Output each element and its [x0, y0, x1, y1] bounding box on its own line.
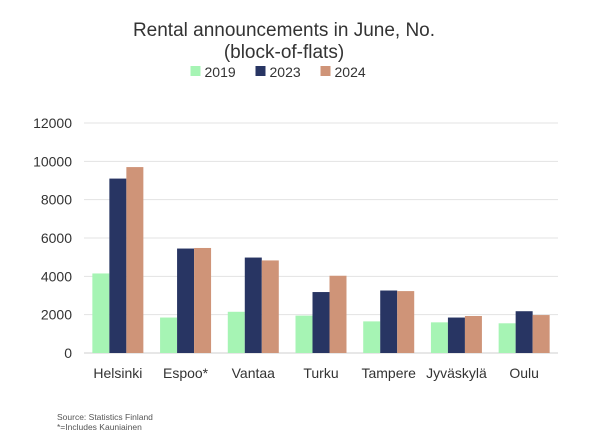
y-tick-label: 6000 [41, 230, 72, 246]
bar-2023 [447, 317, 465, 353]
y-tick-label: 4000 [41, 268, 72, 284]
bar-2024 [532, 315, 550, 353]
bar-2023 [109, 178, 127, 353]
y-tick-label: 12000 [33, 115, 72, 131]
y-axis-ticks: 0 2000 4000 6000 8000 10000 12000 [33, 115, 72, 361]
y-tick-label: 10000 [33, 153, 72, 169]
legend-swatch [255, 66, 266, 76]
bar-2023 [244, 257, 262, 353]
bar-2023 [380, 290, 398, 353]
chart-title: Rental announcements in June, No. [133, 20, 435, 41]
y-tick-label: 8000 [41, 192, 72, 208]
bar-2023 [312, 292, 330, 353]
chart-title-group: Rental announcements in June, No. (block… [133, 20, 435, 63]
bar-2023 [177, 248, 195, 353]
bar-2019 [227, 311, 245, 353]
bar-2024 [261, 260, 279, 353]
x-category-label: Jyväskylä [426, 365, 487, 381]
chart-footer: Source: Statistics Finland *=Includes Ka… [57, 412, 153, 432]
legend-label: 2019 [205, 64, 236, 80]
x-category-label: Helsinki [93, 365, 142, 381]
x-category-label: Espoo* [163, 365, 209, 381]
bar-2019 [430, 322, 448, 353]
x-axis-categories: Helsinki Espoo* Vantaa Turku Tampere Jyväskyl… [93, 365, 539, 381]
x-category-label: Tampere [361, 365, 416, 381]
bar-2019 [295, 315, 313, 353]
y-tick-label: 2000 [41, 307, 72, 323]
chart-subtitle: (block-of-flats) [224, 42, 344, 63]
legend-label: 2024 [335, 64, 366, 80]
bar-2024 [126, 167, 144, 353]
y-tick-label: 0 [64, 345, 72, 361]
bar-2019 [363, 321, 381, 353]
bar-2023 [515, 311, 533, 353]
bar-2024 [194, 247, 212, 353]
chart-bars [92, 167, 550, 353]
bar-2024 [397, 291, 415, 353]
bar-2019 [92, 273, 110, 353]
x-category-label: Oulu [509, 365, 539, 381]
footnote: *=Includes Kauniainen [57, 422, 142, 432]
x-category-label: Turku [303, 365, 338, 381]
chart-gridlines [84, 122, 558, 354]
x-category-label: Vantaa [232, 365, 276, 381]
source-note: Source: Statistics Finland [57, 412, 153, 422]
legend-swatch [190, 66, 201, 76]
legend-label: 2023 [270, 64, 301, 80]
chart-legend: 2019 2023 2024 [190, 64, 366, 80]
bar-2019 [160, 317, 178, 353]
bar-2024 [329, 275, 347, 353]
legend-swatch [320, 66, 331, 76]
bar-2019 [498, 323, 516, 353]
bar-2024 [464, 316, 482, 353]
